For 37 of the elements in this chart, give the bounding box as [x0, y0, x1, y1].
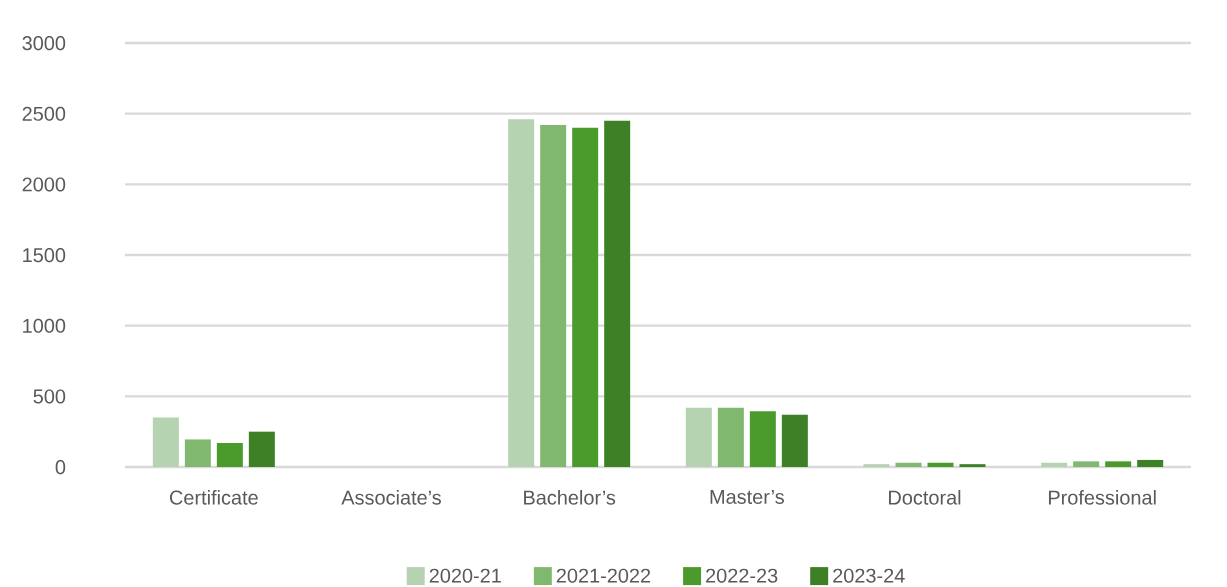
- x-tick-label: Bachelor’s: [524, 490, 616, 505]
- bar: [927, 462, 954, 467]
- legend-label: 2021-2022: [556, 568, 651, 583]
- bar: [216, 442, 243, 467]
- y-tick-label: 2500: [22, 106, 66, 121]
- bar: [1073, 461, 1100, 467]
- bar: [863, 464, 890, 467]
- legend-label: 2023-24: [833, 568, 905, 583]
- bar: [781, 414, 808, 467]
- bar: [1041, 462, 1068, 467]
- bar: [895, 462, 922, 467]
- legend-label: 2020-21: [429, 568, 501, 583]
- y-tick-label: 1000: [23, 318, 66, 333]
- bar: [959, 464, 986, 467]
- y-tick-label: 1500: [23, 248, 66, 263]
- bar: [184, 439, 211, 467]
- bar: [540, 124, 567, 467]
- x-tick-label: Certificate: [169, 490, 258, 505]
- bar: [152, 417, 179, 467]
- x-tick-label: Professional: [1048, 490, 1156, 505]
- bar: [717, 407, 744, 467]
- bar: [685, 407, 712, 467]
- y-tick-label: 3000: [22, 36, 66, 51]
- x-tick-label: Master’s: [710, 490, 784, 504]
- bar: [1105, 461, 1132, 467]
- bar: [248, 431, 275, 467]
- legend-label: 2022-23: [706, 568, 778, 583]
- x-tick-label: Doctoral: [889, 490, 961, 505]
- x-tick-label: Associate’s: [341, 490, 441, 505]
- bar: [604, 120, 631, 467]
- bar: [508, 119, 535, 467]
- bar: [749, 411, 776, 467]
- y-tick-label: 2000: [22, 177, 66, 192]
- bar: [1137, 459, 1164, 467]
- y-tick-label: 0: [55, 460, 66, 475]
- bar: [572, 127, 599, 467]
- y-tick-label: 500: [33, 389, 66, 404]
